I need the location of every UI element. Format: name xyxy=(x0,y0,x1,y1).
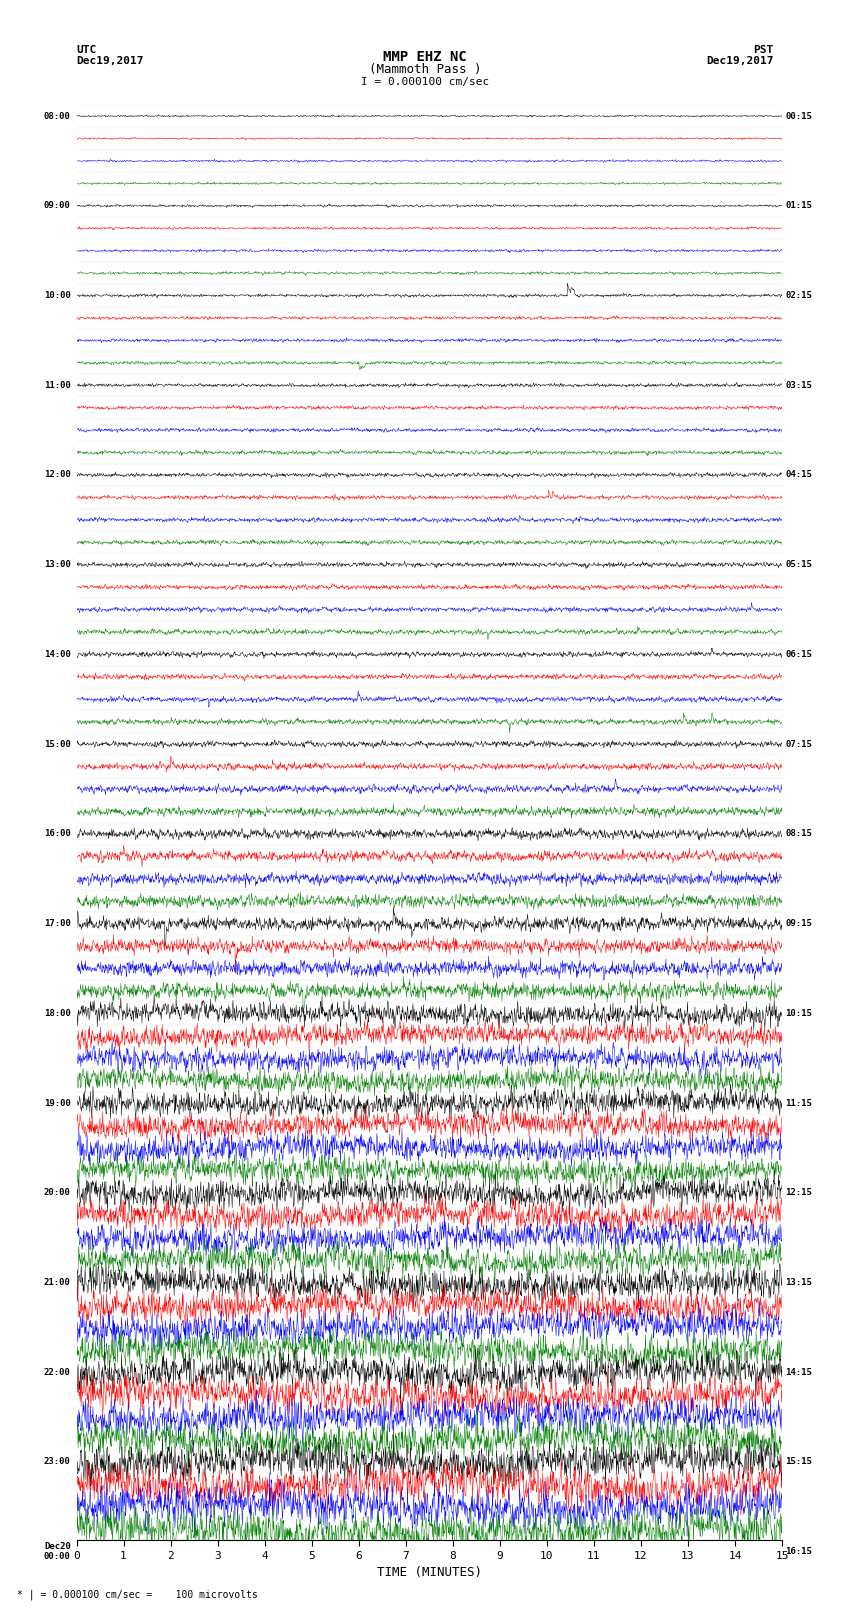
Text: 14:00: 14:00 xyxy=(44,650,71,658)
Text: UTC: UTC xyxy=(76,45,97,55)
Text: I = 0.000100 cm/sec: I = 0.000100 cm/sec xyxy=(361,77,489,87)
Text: 12:00: 12:00 xyxy=(44,471,71,479)
Text: 02:15: 02:15 xyxy=(785,290,813,300)
Text: 01:15: 01:15 xyxy=(785,202,813,210)
Text: * | = 0.000100 cm/sec =    100 microvolts: * | = 0.000100 cm/sec = 100 microvolts xyxy=(17,1589,258,1600)
Text: 21:00: 21:00 xyxy=(44,1277,71,1287)
Text: 10:15: 10:15 xyxy=(785,1008,813,1018)
Text: 04:15: 04:15 xyxy=(785,471,813,479)
Text: 15:00: 15:00 xyxy=(44,740,71,748)
Text: PST: PST xyxy=(753,45,774,55)
Text: 23:00: 23:00 xyxy=(44,1458,71,1466)
Text: 22:00: 22:00 xyxy=(44,1368,71,1376)
Text: 13:15: 13:15 xyxy=(785,1277,813,1287)
Text: Dec19,2017: Dec19,2017 xyxy=(76,56,144,66)
Text: 07:15: 07:15 xyxy=(785,740,813,748)
Text: (Mammoth Pass ): (Mammoth Pass ) xyxy=(369,63,481,76)
Text: 08:00: 08:00 xyxy=(44,111,71,121)
Text: 16:15: 16:15 xyxy=(785,1547,813,1557)
Text: 00:15: 00:15 xyxy=(785,111,813,121)
Text: 09:15: 09:15 xyxy=(785,919,813,927)
Text: 19:00: 19:00 xyxy=(44,1098,71,1108)
Text: 20:00: 20:00 xyxy=(44,1189,71,1197)
X-axis label: TIME (MINUTES): TIME (MINUTES) xyxy=(377,1566,482,1579)
Text: 15:15: 15:15 xyxy=(785,1458,813,1466)
Text: 06:15: 06:15 xyxy=(785,650,813,658)
Text: 17:00: 17:00 xyxy=(44,919,71,927)
Text: 11:15: 11:15 xyxy=(785,1098,813,1108)
Text: MMP EHZ NC: MMP EHZ NC xyxy=(383,50,467,65)
Text: 10:00: 10:00 xyxy=(44,290,71,300)
Text: 08:15: 08:15 xyxy=(785,829,813,839)
Text: 09:00: 09:00 xyxy=(44,202,71,210)
Text: Dec20
00:00: Dec20 00:00 xyxy=(44,1542,71,1561)
Text: 05:15: 05:15 xyxy=(785,560,813,569)
Text: 13:00: 13:00 xyxy=(44,560,71,569)
Text: 16:00: 16:00 xyxy=(44,829,71,839)
Text: Dec19,2017: Dec19,2017 xyxy=(706,56,774,66)
Text: 03:15: 03:15 xyxy=(785,381,813,390)
Text: 18:00: 18:00 xyxy=(44,1008,71,1018)
Text: 12:15: 12:15 xyxy=(785,1189,813,1197)
Text: 14:15: 14:15 xyxy=(785,1368,813,1376)
Text: 11:00: 11:00 xyxy=(44,381,71,390)
